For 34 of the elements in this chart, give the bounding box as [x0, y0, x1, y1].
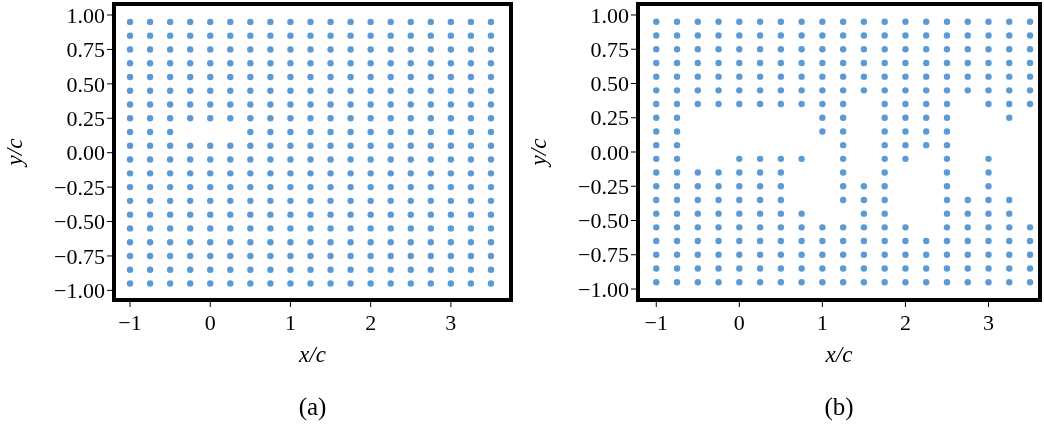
x-tick-label: 1: [284, 310, 296, 335]
y-tick-label: 0.75: [590, 36, 629, 62]
y-tick-label: 0.75: [66, 37, 105, 63]
text: (b): [824, 393, 854, 421]
y-tick-label: −0.25: [578, 173, 629, 199]
x-tick-label: 0: [733, 310, 745, 335]
x-tick-label: 3: [445, 310, 457, 335]
y-axis-title: y/c: [2, 138, 27, 168]
y-tick-label: −0.75: [54, 243, 105, 269]
y-tick-label: 0.00: [590, 139, 629, 165]
y-tick-label: 0.50: [66, 71, 105, 97]
x-axis-title: x/c: [298, 342, 326, 367]
y-axis-title: y/c: [526, 138, 551, 168]
x-tick-label: −1: [118, 310, 142, 335]
y-tick-label: −0.25: [54, 174, 105, 200]
text: (a): [298, 393, 327, 421]
y-tick-label: 1.00: [66, 2, 105, 28]
x-tick-label: 1: [816, 310, 828, 335]
x-tick-label: −1: [644, 310, 668, 335]
x-axis-title: x/c: [824, 342, 853, 367]
y-tick-label: 0.25: [66, 105, 105, 131]
y-tick-label: −1.00: [578, 276, 629, 302]
y-tick-label: −0.50: [578, 208, 629, 234]
y-tick-label: 1.00: [590, 2, 629, 28]
y-tick-label: 0.50: [590, 71, 629, 97]
x-tick-label: 3: [983, 310, 994, 335]
x-tick-label: 0: [204, 310, 216, 335]
y-tick-label: −1.00: [54, 278, 105, 304]
x-tick-label: 2: [365, 310, 377, 335]
y-tick-label: 0.25: [590, 105, 629, 131]
y-tick-label: 0.00: [66, 140, 105, 166]
x-tick-label: 2: [899, 310, 911, 335]
y-tick-label: −0.75: [578, 242, 629, 268]
y-tick-label: −0.50: [54, 209, 105, 235]
